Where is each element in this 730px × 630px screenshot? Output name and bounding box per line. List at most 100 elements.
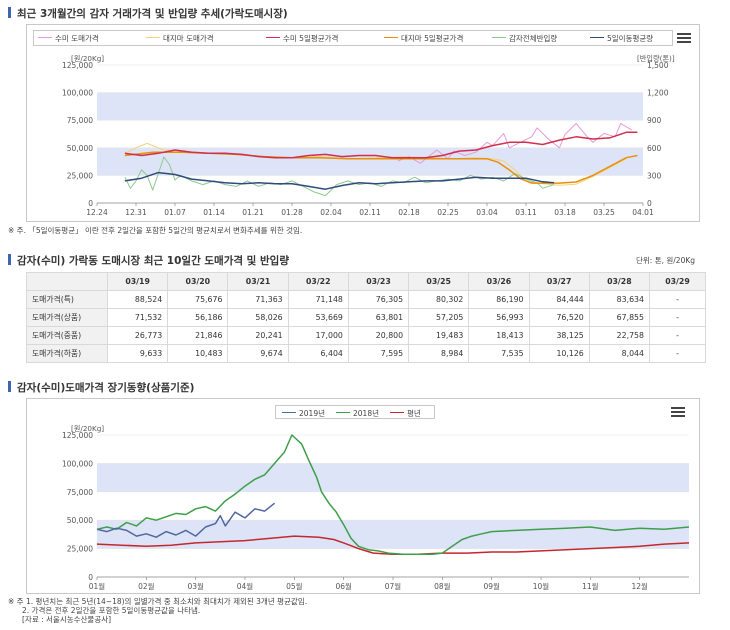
x-tick-label: 01월	[89, 581, 106, 591]
legend-2018[interactable]: 2018년	[336, 408, 379, 419]
row-header: 도매가격(특)	[26, 290, 108, 309]
y-tick-label: 75,000	[67, 116, 93, 125]
legend-daejima[interactable]: 대지마 도매가격	[146, 33, 214, 44]
table-cell: 21,846	[167, 326, 229, 345]
y2-axis-label: [반입량(톤)]	[637, 54, 675, 63]
x-tick-label: 05월	[286, 581, 303, 591]
table-cell: 38,125	[528, 326, 590, 345]
x-tick-label: 03.04	[476, 208, 498, 217]
column-header: 03/26	[468, 272, 530, 291]
y2-tick-label: 1,200	[647, 89, 669, 98]
table-cell: 71,532	[106, 308, 169, 327]
series-line-5	[124, 171, 554, 190]
column-header: 03/20	[167, 272, 229, 291]
table-row: 도매가격(중품) 26,773 21,846 20,241 17,000 20,800 19…	[26, 326, 707, 345]
longterm-legend: 2019년 2018년 평년	[275, 405, 435, 419]
table-row: 도매가격(하품) 9,633 10,483 9,674 6,404 7,595 8,984 7…	[26, 344, 707, 363]
title-marker	[8, 381, 11, 392]
y-tick-label: 25,000	[67, 545, 93, 554]
plot-band	[97, 463, 689, 492]
x-tick-label: 11월	[582, 581, 599, 591]
table-cell: 7,535	[468, 344, 530, 363]
plot-band	[97, 92, 643, 121]
column-header: 03/28	[588, 272, 650, 291]
y-tick-label: 125,000	[62, 431, 93, 440]
y2-tick-label: 0	[647, 199, 652, 208]
legend-normal[interactable]: 평년	[390, 408, 421, 419]
legend-sumi[interactable]: 수미 도매가격	[38, 33, 99, 44]
legend-sumi-ma[interactable]: 수미 5일평균가격	[266, 33, 338, 44]
table-cell: 10,483	[167, 344, 229, 363]
table-cell: 17,000	[287, 326, 349, 345]
table-cell: 84,444	[528, 290, 590, 309]
table-cell: 58,026	[227, 308, 289, 327]
x-tick-label: 04월	[237, 581, 254, 591]
legend-volume[interactable]: 감자전체반입량	[492, 33, 557, 44]
table-header-row: 03/19 03/20 03/21 03/22 03/23 03/25 03/26 03/27…	[26, 272, 707, 291]
x-tick-label: 10월	[533, 581, 550, 591]
table-cell: 80,302	[408, 290, 470, 309]
section2-title: 감자(수미) 가락동 도매시장 최근 10일간 도매가격 및 반입량	[8, 253, 289, 268]
column-header: 03/29	[648, 272, 707, 291]
x-tick-label: 02.04	[320, 208, 342, 217]
table-cell: 9,633	[106, 344, 169, 363]
table-cell: -	[648, 290, 707, 309]
chart3-menu-icon[interactable]	[671, 407, 685, 417]
longterm-chart-panel: 2019년 2018년 평년 125,000 100,000 75,000 50,00…	[26, 398, 700, 594]
table-cell: -	[648, 308, 707, 327]
series-line-0	[397, 123, 633, 164]
table-cell: 76,305	[347, 290, 410, 309]
column-header: 03/27	[528, 272, 590, 291]
y2-tick-label: 900	[647, 116, 662, 125]
y-axis-label: [원/20Kg]	[71, 424, 104, 433]
column-header: 03/25	[408, 272, 470, 291]
table-cell: 7,595	[347, 344, 410, 363]
series-line-0	[96, 502, 276, 538]
chart1-menu-icon[interactable]	[677, 33, 691, 43]
legend-2019[interactable]: 2019년	[282, 408, 325, 419]
y-tick-label: 50,000	[67, 516, 93, 525]
table-cell: 20,241	[227, 326, 289, 345]
row-header: 도매가격(하품)	[26, 344, 108, 363]
series-line-1	[96, 434, 690, 556]
y2-tick-label: 1,500	[647, 61, 669, 70]
section3-note-1: ※ 주 1. 평년치는 최근 5년(14~18)의 일별가격 중 최소치와 최대…	[8, 597, 308, 606]
x-tick-label: 12.24	[86, 208, 108, 217]
table-cell: 71,148	[287, 290, 349, 309]
table-cell: 8,984	[408, 344, 470, 363]
table-row: 도매가격(상품) 71,532 56,186 58,026 53,669 63,801 57…	[26, 308, 707, 327]
table-cell: 83,634	[588, 290, 650, 309]
legend-daejima-ma[interactable]: 대지마 5일평균가격	[384, 33, 463, 44]
y-tick-label: 50,000	[67, 144, 93, 153]
trend-legend: 수미 도매가격 대지마 도매가격 수미 5일평균가격 대지마 5일평균가격 감자…	[33, 30, 673, 46]
table-cell: 8,044	[588, 344, 650, 363]
column-header: 03/23	[347, 272, 410, 291]
table-cell: 76,520	[528, 308, 590, 327]
x-tick-label: 03월	[187, 581, 204, 591]
title-marker	[8, 254, 11, 265]
y-tick-label: 125,000	[62, 61, 93, 70]
section3-title-text: 감자(수미)도매가격 장기동향(상품기준)	[17, 382, 195, 394]
plot-band	[97, 491, 689, 521]
legend-volume-ma[interactable]: 5일이동평균량	[590, 33, 653, 44]
y2-tick-label: 600	[647, 144, 662, 153]
section3-note-2: 2. 가격은 전후 2일간을 포함한 5일이동평균값을 나타냄.	[22, 606, 201, 615]
x-tick-label: 09월	[483, 581, 500, 591]
x-tick-label: 06월	[335, 581, 352, 591]
table-row: 도매가격(특) 88,524 75,676 71,363 71,148 76,305 80,…	[26, 290, 707, 309]
table-cell: 86,190	[468, 290, 530, 309]
table-cell: 9,674	[227, 344, 289, 363]
y2-tick-label: 300	[647, 171, 662, 180]
table-cell: 22,758	[588, 326, 650, 345]
series-line-2	[124, 131, 638, 159]
section3-note-source: [자료 : 서울시농수산물공사]	[22, 615, 112, 624]
y-tick-label: 25,000	[67, 171, 93, 180]
section1-title-text: 최근 3개월간의 감자 거래가격 및 반입량 추세(가락도매시장)	[17, 8, 288, 20]
section2-title-text: 감자(수미) 가락동 도매시장 최근 10일간 도매가격 및 반입량	[17, 255, 289, 267]
title-marker	[8, 7, 11, 18]
plot-band	[97, 520, 689, 549]
trend-chart-panel: 수미 도매가격 대지마 도매가격 수미 5일평균가격 대지마 5일평균가격 감자…	[26, 24, 700, 222]
x-tick-label: 01.14	[203, 208, 225, 217]
x-tick-label: 01.28	[281, 208, 303, 217]
table-cell: 88,524	[106, 290, 169, 309]
